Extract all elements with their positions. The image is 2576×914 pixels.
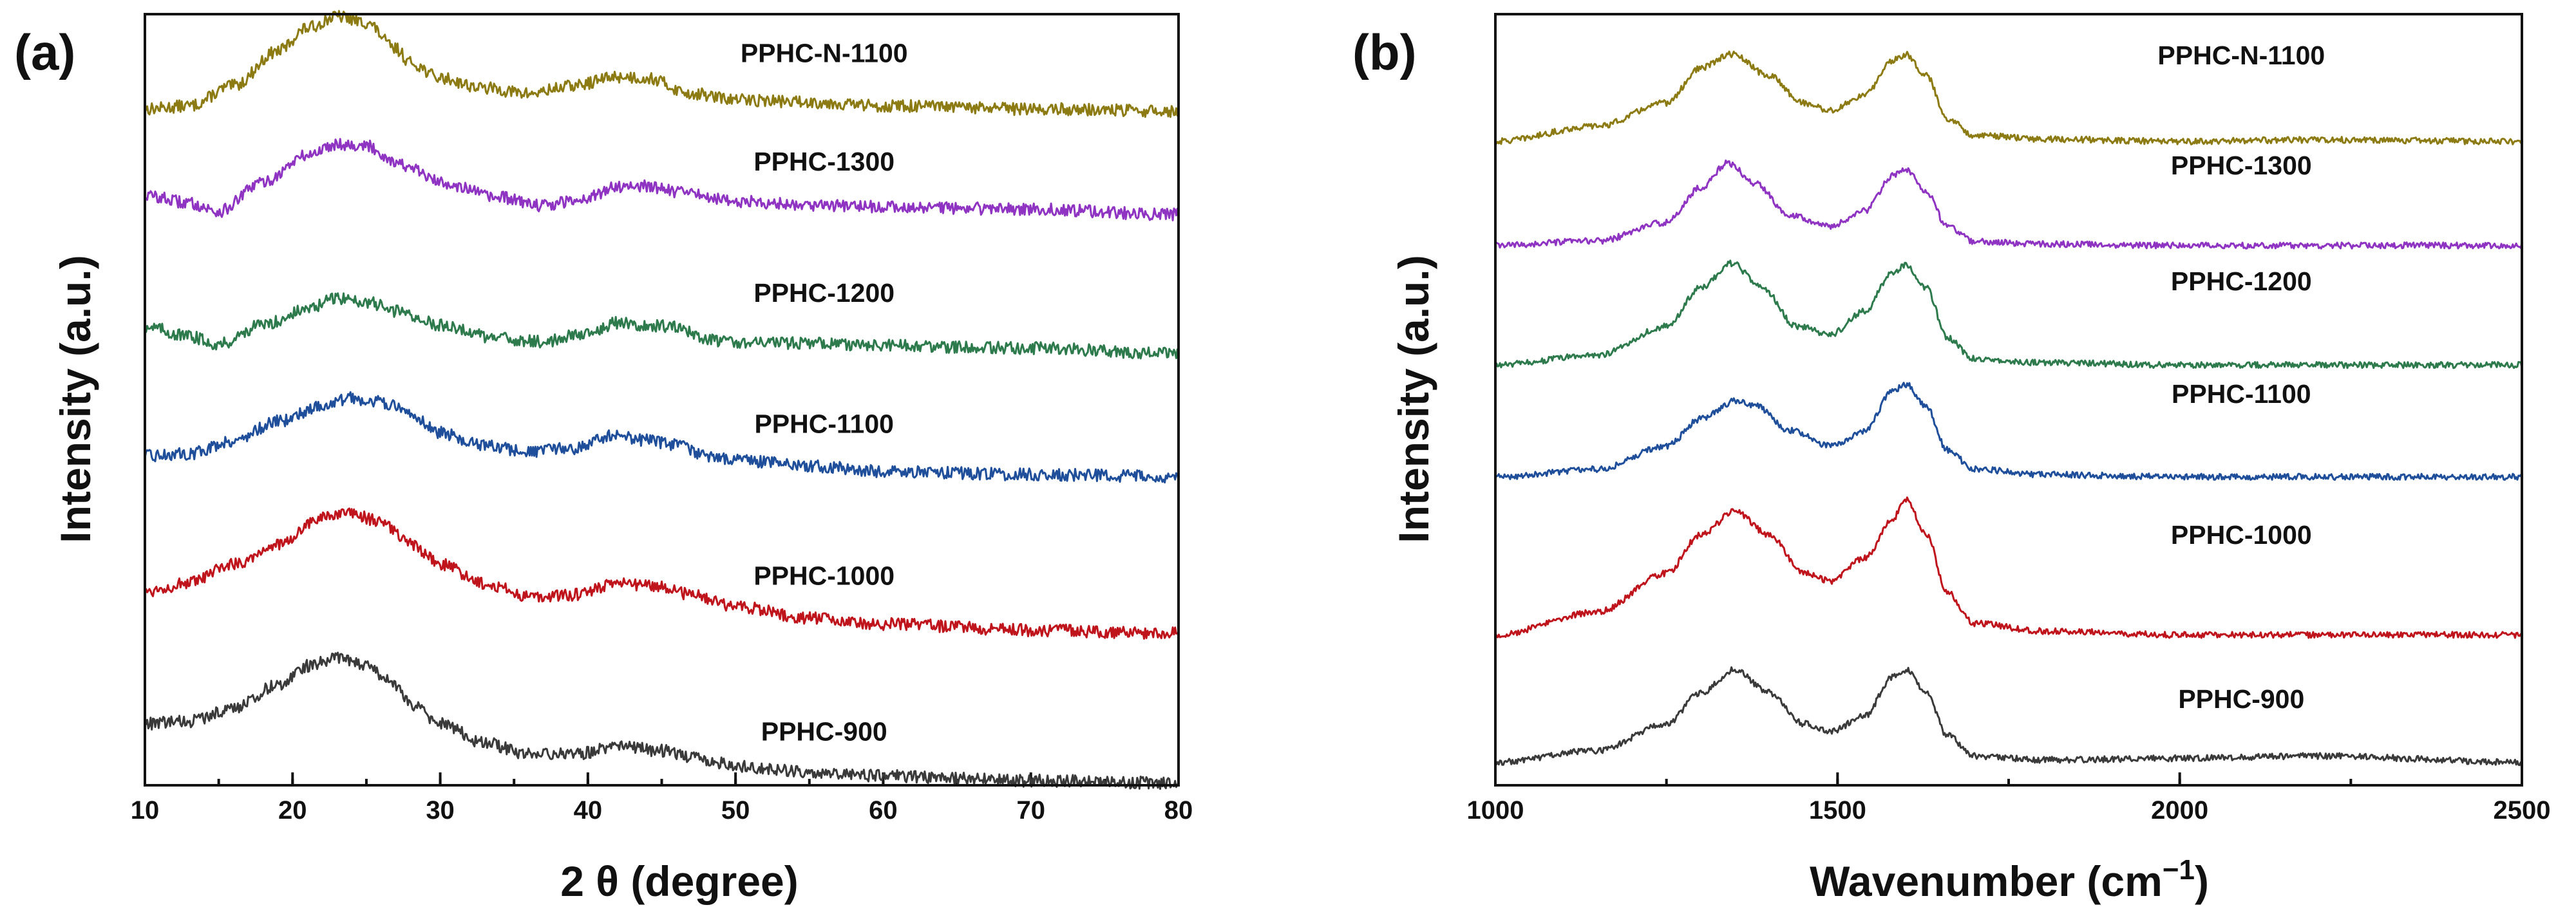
panel-a-series-label-pphc-900: PPHC-900: [761, 717, 887, 747]
panel-b-series-pphc-1200: [1495, 259, 2523, 369]
panel-b-series-label-pphc-1300: PPHC-1300: [2171, 151, 2312, 180]
panel-b-series-label-pphc-1200: PPHC-1200: [2171, 266, 2312, 296]
panel-b-series-pphc-1300: [1494, 159, 2523, 250]
panel-b-y-axis-title: Intensity (a.u.): [1390, 255, 1437, 543]
panel-a-x-axis-title: 2 θ (degree): [560, 857, 798, 905]
panel-a-x-tick-label: 20: [278, 796, 307, 825]
panel-a-series-pphc-1300: [144, 138, 1179, 221]
panel-b-x-axis-title-sup: −1: [2163, 854, 2195, 886]
panel-b-raman: (b) Intensity (a.u.) Wavenumber (cm−1) 1…: [1352, 13, 2551, 905]
panel-b-series-label-pphc-900: PPHC-900: [2178, 684, 2304, 714]
panel-b-series-label-pphc-n-1100: PPHC-N-1100: [2157, 41, 2325, 70]
panel-b-x-tick-label: 2500: [2494, 796, 2551, 825]
panel-b-series-pphc-900: [1494, 666, 2523, 767]
panel-a-series-label-pphc-1100: PPHC-1100: [754, 409, 894, 439]
panel-a-series-label-pphc-n-1100: PPHC-N-1100: [741, 38, 908, 68]
panel-b-x-axis-title-end: ): [2195, 857, 2209, 905]
panel-b-series-pphc-n-1100: [1494, 50, 2523, 145]
panel-a-x-tick-label: 10: [131, 796, 160, 825]
panel-a-x-tick-label: 30: [426, 796, 455, 825]
panel-a-x-tick-label: 60: [869, 796, 898, 825]
panel-a-series-pphc-900: [144, 651, 1180, 790]
panel-b-x-tick-label: 1000: [1467, 796, 1524, 825]
panel-a-plot-area: 10 20 30 40 50 60 70 80 PPHC-N-1100 PPHC-1300 PPHC…: [131, 10, 1193, 825]
panel-a-x-tick-label: 50: [721, 796, 750, 825]
panel-b-x-axis-title: Wavenumber (cm−1): [1810, 854, 2209, 905]
panel-a-y-axis-title: Intensity (a.u.): [52, 255, 99, 543]
panel-b-label: (b): [1352, 24, 1417, 80]
panel-b-series-label-pphc-1100: PPHC-1100: [2172, 379, 2311, 409]
panel-a-label: (a): [14, 24, 75, 80]
panel-a-xrd: (a) Intensity (a.u.) 2 θ (degree) 10 20 30…: [14, 10, 1193, 905]
panel-a-series-label-pphc-1200: PPHC-1200: [753, 278, 895, 308]
panel-a-x-tick-label: 70: [1016, 796, 1045, 825]
panel-a-series-label-pphc-1000: PPHC-1000: [753, 561, 895, 591]
panel-a-series-label-pphc-1300: PPHC-1300: [753, 147, 895, 176]
panel-b-x-axis-title-main: Wavenumber (cm: [1810, 857, 2163, 905]
panel-b-series-pphc-1000: [1494, 496, 2523, 639]
panel-a-x-tick-label: 80: [1164, 796, 1193, 825]
panel-a-series-pphc-1000: [144, 507, 1180, 640]
panel-b-plot-area: 1000 1500 2000 2500 PPHC-N-1100 PPHC-1300 PPHC…: [1467, 41, 2551, 825]
panel-a-axes-frame: [144, 13, 1180, 787]
panel-b-series-label-pphc-1000: PPHC-1000: [2171, 520, 2312, 550]
panel-a-x-tick-label: 40: [574, 796, 603, 825]
panel-a-series-pphc-n-1100: [144, 10, 1180, 118]
panel-b-axes-frame: [1494, 13, 2523, 787]
panel-b-x-tick-label: 1500: [1809, 796, 1866, 825]
panel-b-x-tick-label: 2000: [2151, 796, 2208, 825]
panel-b-series-pphc-1100: [1494, 382, 2523, 481]
panel-a-series-pphc-1200: [144, 292, 1180, 360]
panel-a-series-pphc-1100: [144, 391, 1180, 484]
